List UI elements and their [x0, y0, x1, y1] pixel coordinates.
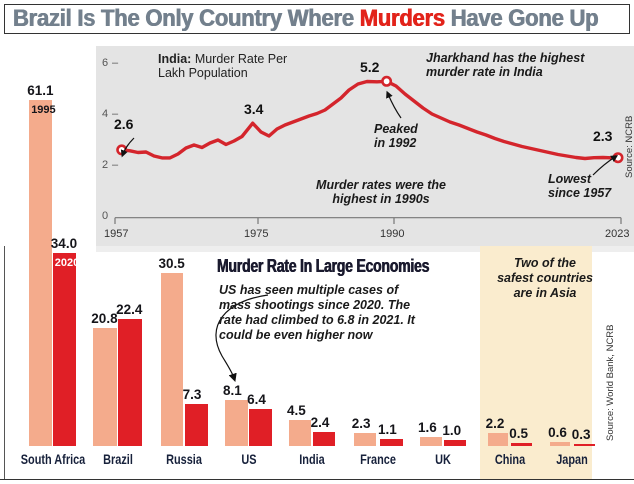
svg-text:1975: 1975 [244, 228, 268, 240]
svg-text:–: – [112, 57, 119, 69]
svg-text:–: – [112, 159, 119, 171]
svg-text:0: 0 [102, 210, 108, 222]
svg-text:2: 2 [102, 159, 108, 171]
svg-text:2023: 2023 [605, 228, 629, 240]
svg-text:6: 6 [102, 57, 108, 69]
svg-text:4: 4 [102, 108, 108, 120]
svg-text:1957: 1957 [104, 228, 128, 240]
svg-text:1990: 1990 [380, 228, 404, 240]
